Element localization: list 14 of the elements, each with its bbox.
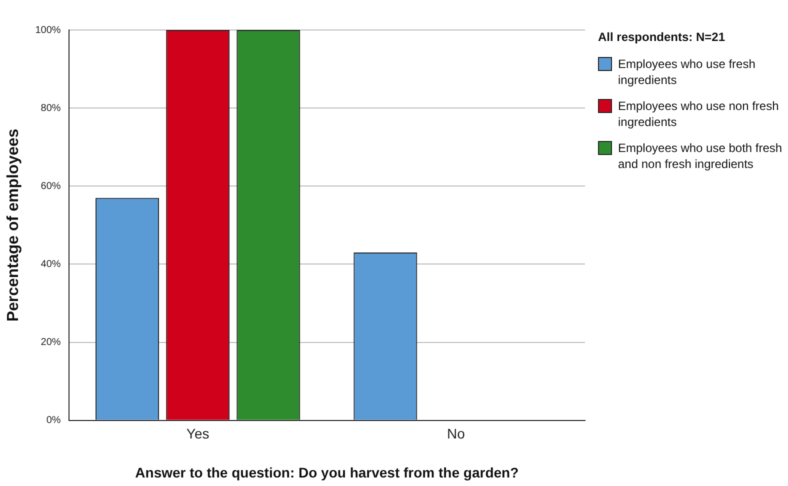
legend-title: All respondents: N=21: [598, 30, 726, 44]
y-tick-label: 100%: [35, 24, 61, 36]
y-axis-title: Percentage of employees: [5, 128, 22, 322]
y-tick-label: 60%: [40, 180, 61, 192]
x-tick-label: Yes: [186, 426, 210, 442]
y-tick-label: 40%: [40, 258, 61, 270]
legend-label: Employees who use non fresh ingredients: [618, 98, 780, 130]
legend-label: Employees who use fresh ingredients: [618, 56, 756, 88]
legend-label: Employees who use both fresh and non fresh ingredients: [618, 140, 783, 172]
y-tick-label: 80%: [40, 102, 61, 114]
x-axis-title: Answer to the question: Do you harvest from the garden?: [135, 464, 519, 480]
y-tick-label: 0%: [46, 415, 61, 426]
x-tick-label: No: [446, 426, 466, 442]
y-tick-label: 20%: [40, 337, 61, 348]
